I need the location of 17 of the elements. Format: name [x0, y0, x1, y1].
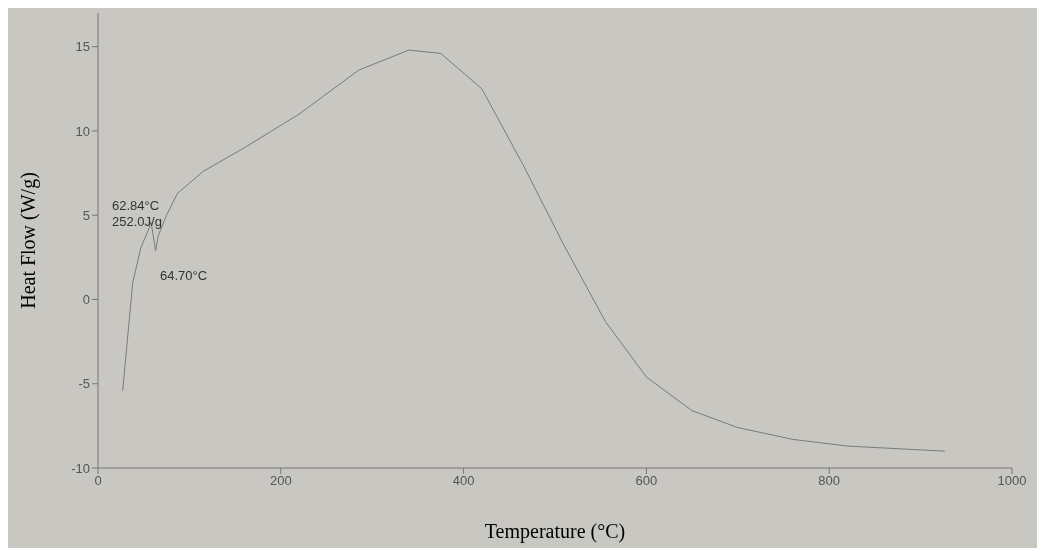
x-tick-label: 1000: [997, 473, 1027, 489]
x-tick-label: 400: [452, 473, 475, 489]
x-tick-label: 200: [269, 473, 292, 489]
y-tick-label: -5: [78, 376, 90, 392]
annotation: 252.0J/g: [112, 214, 162, 229]
y-tick-label: 10: [75, 123, 90, 139]
y-tick-label: 15: [75, 39, 90, 55]
x-tick-label: 0: [94, 473, 102, 489]
annotation: 64.70°C: [160, 268, 208, 283]
y-axis-title: Heat Flow (W/g): [17, 172, 41, 309]
x-axis-title: Temperature (°C): [484, 520, 626, 543]
y-tick-label: -10: [71, 460, 90, 476]
annotation: 62.84°C: [112, 198, 160, 213]
x-tick-label: 600: [635, 473, 658, 489]
x-tick-label: 800: [818, 473, 841, 489]
y-tick-label: 0: [82, 292, 90, 308]
y-tick-label: 5: [82, 207, 90, 223]
